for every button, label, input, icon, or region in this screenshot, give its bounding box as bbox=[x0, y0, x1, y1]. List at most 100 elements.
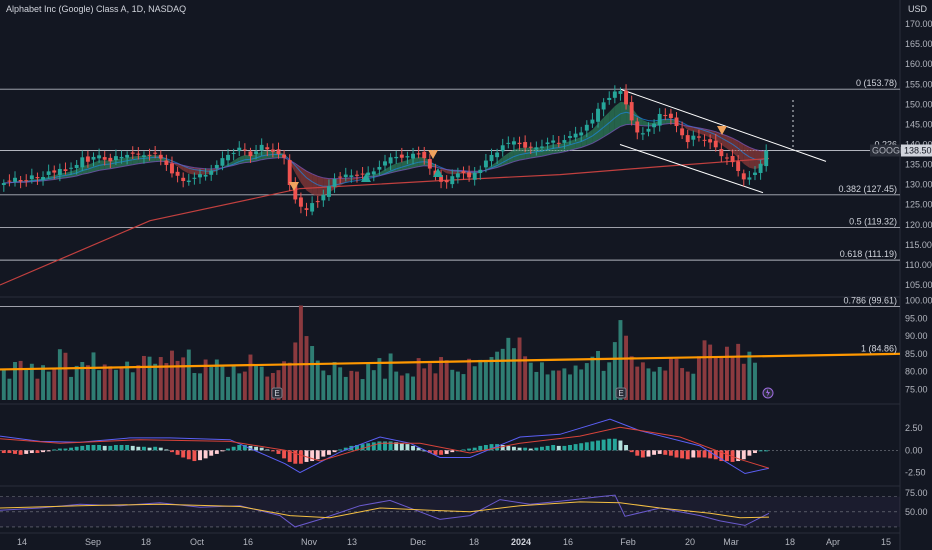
volume-bar bbox=[691, 373, 696, 400]
candle-body bbox=[321, 194, 326, 201]
candle bbox=[444, 175, 449, 189]
ribbon-segment bbox=[76, 166, 83, 176]
macd-histogram-bar bbox=[265, 449, 270, 451]
candle-body bbox=[394, 156, 399, 159]
macd-histogram-bar bbox=[444, 450, 449, 454]
volume-bar bbox=[517, 337, 522, 400]
candle bbox=[663, 108, 668, 121]
volume-bar bbox=[444, 360, 449, 400]
candle-body bbox=[304, 208, 309, 210]
macd-histogram-bar bbox=[141, 446, 146, 451]
candle-body bbox=[439, 175, 444, 182]
earnings-icon[interactable]: E bbox=[615, 387, 627, 399]
ribbon-segment bbox=[687, 126, 694, 132]
volume-bar bbox=[439, 357, 444, 400]
channel-lower-line[interactable] bbox=[619, 144, 764, 194]
candle bbox=[226, 148, 230, 167]
price-pane[interactable]: 0 (153.78)0.2360.382 (127.45)0.5 (119.32… bbox=[0, 78, 900, 308]
rsi-pane[interactable] bbox=[0, 494, 900, 528]
volume-bar bbox=[618, 320, 623, 400]
macd-histogram-bar bbox=[355, 445, 359, 451]
price-tag-value: 138.50 bbox=[904, 146, 932, 156]
macd-axis-tick: 2.50 bbox=[905, 423, 923, 433]
price-axis-tick: 120.00 bbox=[905, 220, 932, 230]
volume-bar bbox=[141, 355, 146, 400]
candle bbox=[461, 166, 466, 180]
candle-body bbox=[668, 113, 673, 118]
time-axis-tick: 20 bbox=[685, 537, 695, 547]
price-axis-tick: 130.00 bbox=[905, 180, 932, 190]
macd-histogram-bar bbox=[674, 450, 679, 458]
sell-signal-icon bbox=[289, 182, 299, 191]
macd-histogram-bar bbox=[511, 446, 516, 451]
candle bbox=[383, 154, 387, 171]
volume-bar bbox=[523, 356, 528, 400]
candle bbox=[237, 141, 242, 156]
candle bbox=[612, 85, 617, 104]
candle-body bbox=[719, 149, 724, 157]
volume-bar bbox=[18, 360, 23, 400]
candle-body bbox=[646, 128, 651, 132]
volume-bar bbox=[629, 356, 634, 400]
candle bbox=[758, 159, 763, 180]
volume-bar bbox=[158, 357, 163, 400]
candle bbox=[511, 137, 516, 152]
candle bbox=[125, 151, 130, 165]
price-axis-tick: 105.00 bbox=[905, 280, 932, 290]
volume-bar bbox=[556, 370, 561, 400]
macd-histogram-bar bbox=[472, 447, 477, 451]
candle-body bbox=[158, 154, 163, 159]
candle-body bbox=[713, 140, 718, 148]
macd-histogram-bar bbox=[293, 450, 298, 464]
candle-body bbox=[192, 177, 197, 179]
candle-body bbox=[287, 160, 292, 186]
candle bbox=[214, 160, 219, 175]
candle-body bbox=[405, 156, 410, 158]
volume-bar bbox=[355, 371, 359, 400]
candle bbox=[668, 108, 673, 125]
macd-histogram-bar bbox=[102, 445, 107, 451]
volume-bar bbox=[483, 361, 488, 400]
volume-bar bbox=[433, 373, 438, 400]
lightning-icon[interactable] bbox=[762, 387, 774, 399]
ribbon-segment bbox=[385, 165, 391, 175]
candle-body bbox=[7, 180, 12, 182]
candle bbox=[736, 155, 741, 177]
ribbon-segment bbox=[200, 168, 206, 175]
candle bbox=[646, 122, 651, 137]
volume-bar bbox=[181, 357, 186, 400]
macd-histogram-bar bbox=[517, 447, 522, 451]
channel-upper-line[interactable] bbox=[619, 88, 827, 162]
macd-histogram-bar bbox=[270, 450, 275, 452]
macd-histogram-bar bbox=[326, 450, 331, 455]
candle-body bbox=[747, 177, 752, 180]
earnings-icon[interactable]: E bbox=[271, 387, 283, 399]
candle-body bbox=[685, 135, 690, 143]
macd-histogram-bar bbox=[500, 445, 505, 451]
ribbon-segment bbox=[732, 138, 739, 158]
volume-bar bbox=[568, 374, 572, 400]
candle-body bbox=[231, 152, 236, 154]
candle bbox=[24, 174, 29, 187]
volume-bar bbox=[85, 365, 90, 400]
macd-histogram-bar bbox=[170, 450, 174, 453]
macd-histogram-bar bbox=[540, 446, 544, 451]
macd-pane[interactable] bbox=[0, 418, 900, 475]
descending-channel[interactable] bbox=[619, 88, 827, 194]
earnings-icon-box bbox=[271, 387, 283, 399]
candle-body bbox=[411, 153, 415, 159]
candle-body bbox=[556, 142, 561, 144]
candle bbox=[74, 159, 79, 175]
price-axis-tick: 150.00 bbox=[905, 99, 932, 109]
macd-axis-tick: -2.50 bbox=[905, 468, 926, 478]
ribbon-segment bbox=[726, 135, 733, 153]
candle-body bbox=[455, 173, 460, 178]
macd-histogram-bar bbox=[113, 445, 118, 451]
dividend-icon-bolt bbox=[766, 389, 770, 397]
macd-histogram-bar bbox=[584, 442, 589, 451]
candle bbox=[472, 167, 477, 186]
macd-histogram-bar bbox=[545, 445, 550, 451]
volume-pane[interactable]: 1 (84.86) E E bbox=[0, 305, 901, 400]
